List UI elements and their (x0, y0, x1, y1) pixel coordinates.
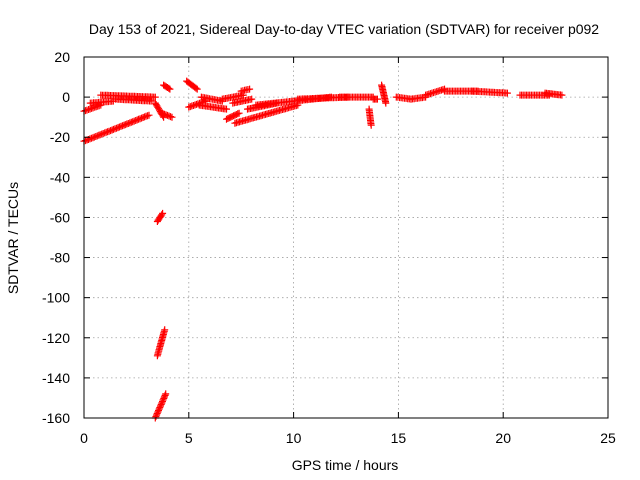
data-point-cluster (229, 95, 256, 107)
y-tick-label: -100 (42, 290, 70, 306)
x-tick-label: 10 (286, 430, 302, 446)
x-tick-label: 0 (80, 430, 88, 446)
data-point-cluster (86, 97, 117, 107)
data-point-cluster (407, 93, 430, 103)
tick-labels: 0 5 10 15 20 25 -160 -140 -120 -100 -80 -60 -40 -20 0 2… (42, 49, 616, 446)
y-tick-label: -20 (50, 129, 70, 145)
data-point-cluster (237, 85, 254, 95)
y-tick-label: -60 (50, 209, 70, 225)
data-point-cluster (111, 95, 155, 105)
data-point-cluster (223, 109, 243, 123)
data-point-cluster (218, 91, 247, 103)
y-tick-label: 20 (54, 49, 70, 65)
plot-frame (83, 56, 609, 419)
data-point-cluster (231, 101, 302, 127)
data-point-cluster (468, 87, 511, 97)
x-tick-label: 25 (600, 430, 616, 446)
data-point-cluster (541, 89, 566, 99)
y-tick-label: -140 (42, 370, 70, 386)
y-tick-label: -80 (50, 250, 70, 266)
y-tick-label: 0 (62, 89, 70, 105)
data-point-cluster (183, 77, 201, 93)
y-tick-label: -120 (42, 330, 70, 346)
data-point-cluster (422, 85, 448, 99)
x-axis-label: GPS time / hours (292, 457, 399, 473)
data-point-cluster (197, 93, 226, 105)
x-tick-label: 20 (495, 430, 511, 446)
data-point-cluster (160, 81, 174, 93)
data-point-cluster (195, 101, 230, 113)
data-point-cluster (365, 105, 375, 129)
y-tick-label: -160 (42, 410, 70, 426)
data-points (80, 77, 566, 422)
data-point-cluster (158, 109, 176, 121)
data-point-cluster (369, 95, 381, 103)
x-tick-label: 15 (391, 430, 407, 446)
data-point-cluster (378, 81, 390, 107)
data-point-cluster (153, 326, 169, 360)
tick-marks (83, 56, 609, 419)
data-point-cluster (153, 209, 167, 225)
x-tick-label: 5 (185, 430, 193, 446)
data-point-cluster (336, 93, 377, 101)
y-tick-label: -40 (50, 169, 70, 185)
chart-title: Day 153 of 2021, Sidereal Day-to-day VTE… (89, 21, 599, 37)
y-axis-label: SDTVAR / TECUs (5, 182, 21, 294)
